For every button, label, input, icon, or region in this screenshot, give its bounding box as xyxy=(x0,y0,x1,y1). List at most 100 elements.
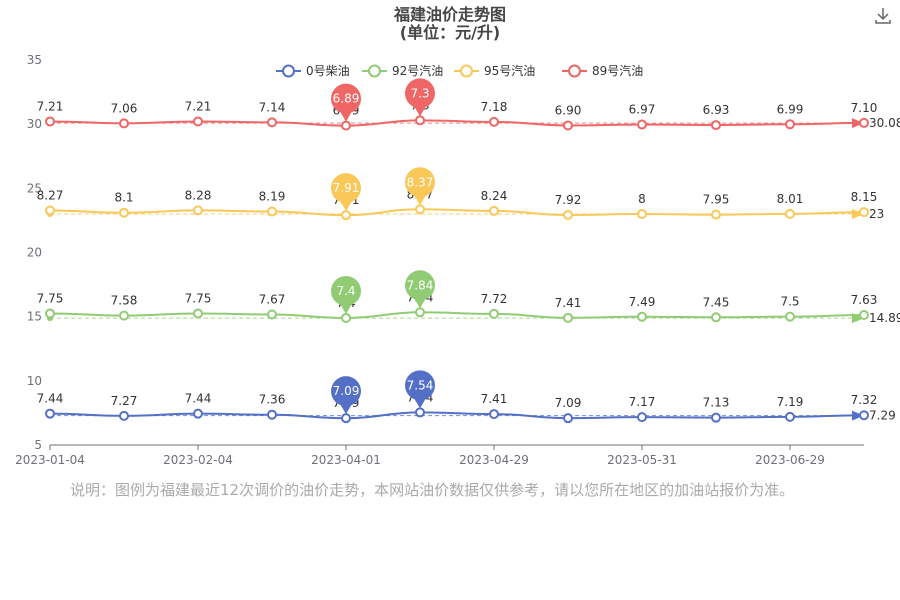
series-3: 30.08 7.21 7.06 7.21 7.14 6.89 7.3 7.18 6.90 6.97… xyxy=(37,78,900,131)
data-label: 7.75 xyxy=(37,291,64,305)
data-point xyxy=(119,118,129,129)
pin-label: 7.84 xyxy=(407,278,434,292)
legend-swatch-marker xyxy=(282,64,295,78)
data-label: 7.09 xyxy=(555,396,582,410)
series-line xyxy=(49,311,865,319)
pin-bubble xyxy=(331,83,361,114)
x-tick-label: 2023-04-01 xyxy=(311,453,381,467)
data-label: 7.27 xyxy=(111,394,138,408)
legend-label: 92号汽油 xyxy=(392,63,443,78)
data-label: 6.90 xyxy=(555,103,582,117)
series-0: 7.29 7.44 7.27 7.44 7.36 7.09 7.54 7.41 7.09 7.17… xyxy=(37,370,896,424)
data-label: 8.24 xyxy=(481,189,508,203)
legend-item[interactable]: 89号汽油 xyxy=(562,63,643,78)
y-tick-label: 10 xyxy=(27,374,42,388)
data-label: 7.21 xyxy=(37,99,64,113)
data-point xyxy=(341,413,351,424)
pin-bubble xyxy=(331,173,361,204)
legend-label: 0号柴油 xyxy=(306,64,350,78)
data-label: 7.67 xyxy=(259,292,286,306)
average-label: 23 xyxy=(869,207,884,221)
average-arrow xyxy=(852,118,864,129)
legend-label: 89号汽油 xyxy=(592,63,643,78)
data-label: 7.17 xyxy=(629,395,656,409)
chart-subtitle: (单位：元/升) xyxy=(400,23,500,42)
data-point xyxy=(859,117,869,128)
data-label: 7.49 xyxy=(629,295,656,309)
data-label: 7.5 xyxy=(780,295,799,309)
legend-item[interactable]: 95号汽油 xyxy=(454,63,535,78)
data-point xyxy=(785,208,795,219)
data-label: 7.36 xyxy=(259,393,286,407)
average-arrow xyxy=(852,313,864,324)
data-point xyxy=(341,312,351,323)
legend-item[interactable]: 0号柴油 xyxy=(276,64,350,78)
chart-note: 说明：图例为福建最近12次调价的油价走势，本网站油价数据仅供参考，请以您所在地区… xyxy=(70,481,795,499)
data-point xyxy=(637,119,647,130)
pin-bubble xyxy=(405,78,435,109)
data-label: 7.41 xyxy=(481,392,508,406)
data-point xyxy=(193,308,203,319)
y-tick-label: 5 xyxy=(34,438,42,452)
data-point xyxy=(785,311,795,322)
legend[interactable]: 0号柴油 92号汽油 95号汽油 89号汽油 xyxy=(276,63,643,78)
data-label: 7.72 xyxy=(481,292,508,306)
pin-label: 7.09 xyxy=(333,384,360,398)
legend-swatch-marker xyxy=(460,64,473,78)
data-point xyxy=(415,407,425,418)
pin-bubble xyxy=(405,370,435,401)
x-tick-label: 2023-04-29 xyxy=(459,453,529,467)
data-point xyxy=(785,119,795,130)
y-tick-label: 30 xyxy=(27,117,42,131)
data-label: 7.75 xyxy=(185,291,212,305)
data-point xyxy=(637,311,647,322)
data-label: 7.45 xyxy=(703,295,730,309)
pin-label: 7.4 xyxy=(336,284,355,298)
data-label: 6.99 xyxy=(777,102,804,116)
data-point xyxy=(119,410,129,421)
pin-label: 7.91 xyxy=(333,181,360,195)
data-label: 6.93 xyxy=(703,103,730,117)
data-point xyxy=(267,206,277,217)
data-point xyxy=(637,209,647,219)
data-label: 7.18 xyxy=(481,100,508,114)
data-label: 8.1 xyxy=(114,191,133,205)
data-point xyxy=(711,120,721,131)
data-point xyxy=(193,408,203,419)
data-point xyxy=(563,210,573,221)
axes: 5 10 15 20 25 30 35 2023-01-04 2023-02-04 2023-04… xyxy=(15,53,864,467)
data-point xyxy=(341,210,351,221)
data-point xyxy=(785,411,795,422)
data-point xyxy=(45,205,55,216)
series-line xyxy=(49,208,865,217)
data-point xyxy=(119,207,129,218)
data-label: 7.41 xyxy=(555,296,582,310)
y-tick-label: 20 xyxy=(27,246,42,260)
data-point xyxy=(45,116,55,127)
data-label: 7.21 xyxy=(185,99,212,113)
data-label: 8.19 xyxy=(259,190,286,204)
pin-label: 7.3 xyxy=(410,86,429,100)
data-label: 7.92 xyxy=(555,193,582,207)
data-point xyxy=(563,312,573,323)
data-point xyxy=(415,204,425,215)
data-point xyxy=(859,410,869,421)
data-point xyxy=(341,120,351,131)
data-point xyxy=(267,409,277,420)
legend-label: 95号汽油 xyxy=(484,63,535,78)
data-label: 7.44 xyxy=(185,392,212,406)
data-label: 7.63 xyxy=(851,293,878,307)
legend-item[interactable]: 92号汽油 xyxy=(362,63,443,78)
data-point xyxy=(45,308,55,319)
pin-bubble xyxy=(405,167,435,198)
pin-label: 8.37 xyxy=(407,175,434,189)
x-tick-label: 2023-01-04 xyxy=(15,453,85,467)
x-tick-label: 2023-02-04 xyxy=(163,453,233,467)
download-icon[interactable] xyxy=(873,5,893,25)
data-point xyxy=(711,209,721,220)
data-point xyxy=(711,312,721,323)
data-point xyxy=(489,205,499,216)
data-point xyxy=(119,310,129,321)
x-tick-label: 2023-06-29 xyxy=(755,453,825,467)
pin-bubble xyxy=(331,275,361,306)
